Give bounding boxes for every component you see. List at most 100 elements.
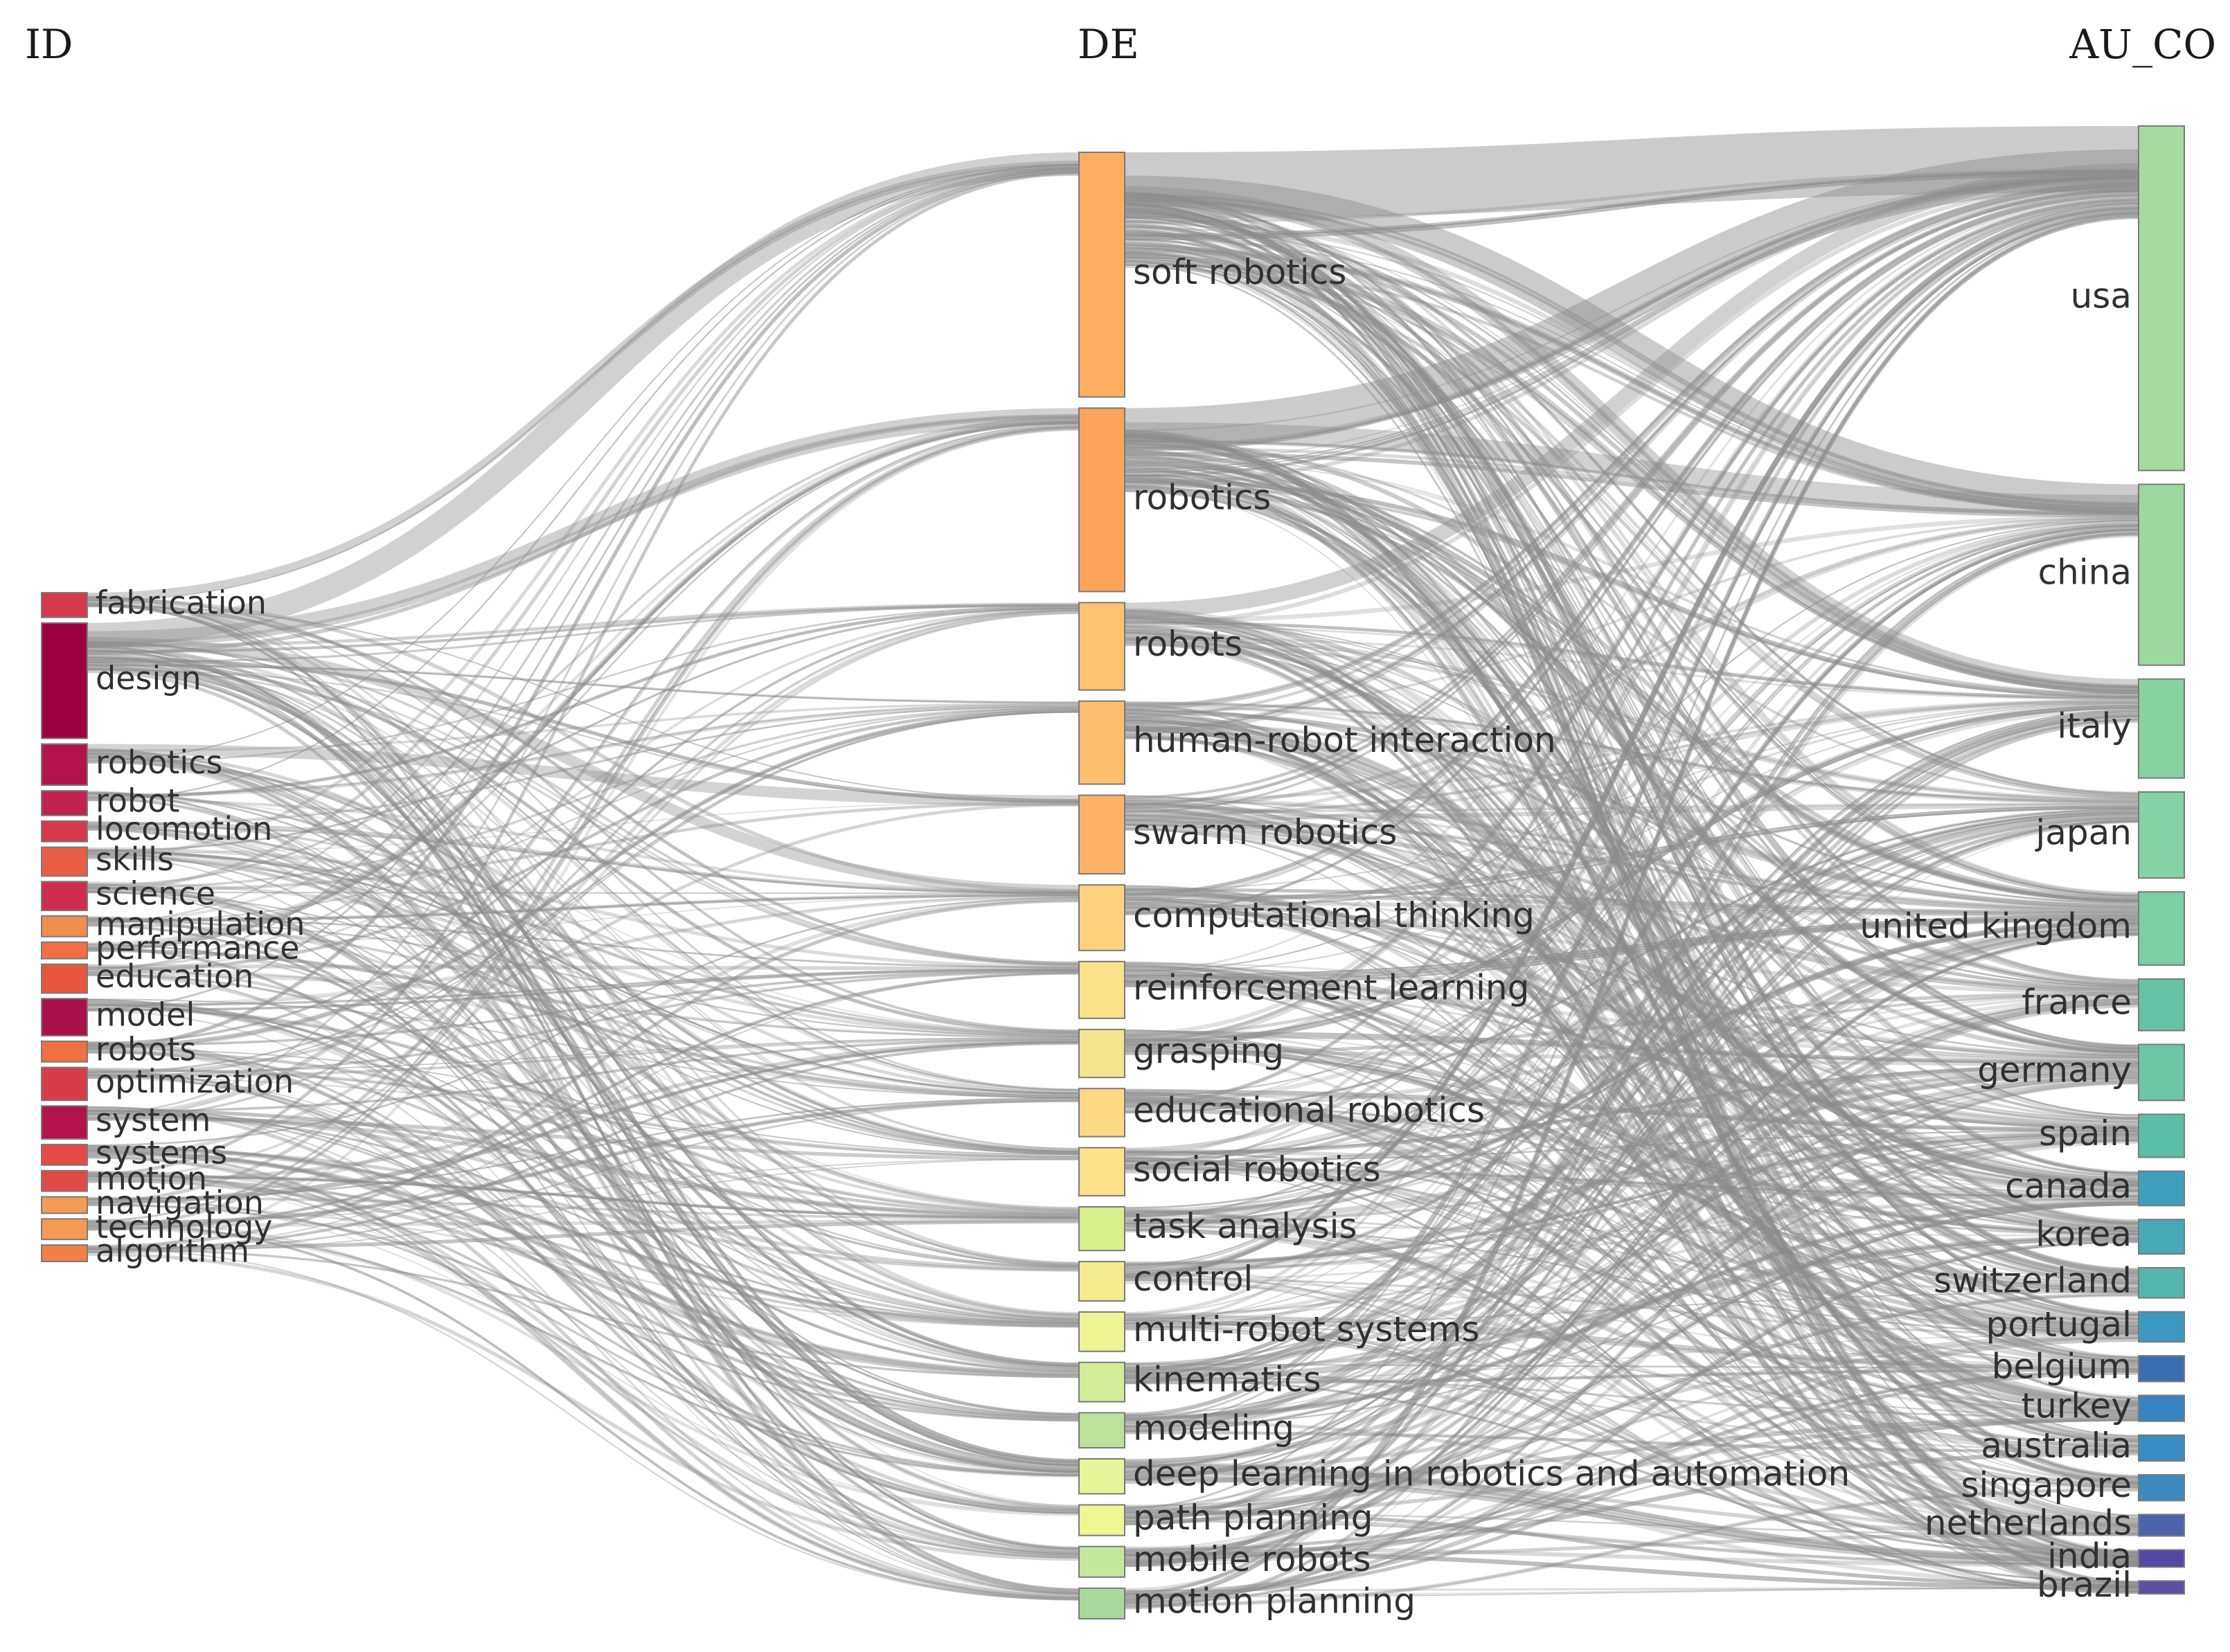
link-robots-to-italy [1124, 625, 2139, 699]
node-au-co-spain[interactable] [2138, 1113, 2185, 1158]
node-au-co-canada[interactable] [2138, 1170, 2185, 1207]
link-robot-to-soft-robotics [87, 164, 1080, 802]
link-system-to-soft-robotics [87, 170, 1080, 1115]
node-de-reinforcement-learning[interactable] [1078, 960, 1125, 1019]
link-soft-robotics-to-japan [1124, 211, 2139, 795]
node-id-navigation[interactable] [41, 1196, 88, 1214]
link-social-robotics-to-canada [1124, 1167, 2139, 1198]
link-multi-robot-systems-to-usa [1124, 208, 2139, 1325]
link-design-to-social-robotics [87, 663, 1080, 1150]
link-path-planning-to-canada [1124, 1201, 2139, 1519]
node-au-co-turkey[interactable] [2138, 1394, 2185, 1422]
link-optimization-to-reinforcement-learning [87, 970, 1080, 1077]
node-de-kinematics[interactable] [1078, 1361, 1125, 1403]
node-au-co-belgium[interactable] [2138, 1355, 2185, 1383]
node-de-control[interactable] [1078, 1261, 1125, 1302]
node-id-manipulation[interactable] [41, 915, 88, 937]
node-au-co-united-kingdom[interactable] [2138, 891, 2185, 966]
link-reinforcement-learning-to-turkey [1124, 985, 2139, 1412]
link-kinematics-to-australia [1124, 1372, 2139, 1451]
node-id-science[interactable] [41, 881, 88, 911]
node-de-robots[interactable] [1078, 602, 1125, 691]
link-motion-planning-to-usa [1124, 215, 2139, 1602]
node-au-co-singapore[interactable] [2138, 1474, 2185, 1502]
link-technology-to-deep-learning-in-robotics-and-automation [87, 1227, 1080, 1478]
node-au-co-australia[interactable] [2138, 1434, 2185, 1462]
node-au-co-italy[interactable] [2138, 678, 2185, 779]
node-id-locomotion[interactable] [41, 820, 88, 843]
link-soft-robotics-to-portugal [1124, 216, 2139, 1315]
link-skills-to-educational-robotics [87, 850, 1080, 1095]
node-de-path-planning[interactable] [1078, 1504, 1125, 1536]
node-de-grasping[interactable] [1078, 1028, 1125, 1079]
node-de-mobile-robots[interactable] [1078, 1545, 1125, 1578]
node-au-co-germany[interactable] [2138, 1043, 2185, 1102]
node-de-human-robot-interaction[interactable] [1078, 700, 1125, 785]
node-label-science: science [96, 875, 215, 913]
node-de-swarm-robotics[interactable] [1078, 794, 1125, 875]
link-optimization-to-modeling [87, 1076, 1080, 1419]
link-reinforcement-learning-to-spain [1124, 985, 2139, 1129]
link-system-to-robotics [87, 423, 1080, 1116]
node-de-deep-learning-in-robotics-and-automation[interactable] [1078, 1458, 1125, 1495]
node-au-co-india[interactable] [2138, 1549, 2185, 1568]
link-mobile-robots-to-brazil [1124, 1550, 2139, 1590]
node-label-france: france [2022, 982, 2132, 1023]
link-deep-learning-in-robotics-and-automation-to-india [1124, 1463, 2139, 1561]
node-id-robotics[interactable] [41, 743, 88, 787]
node-id-robot[interactable] [41, 790, 88, 816]
link-science-to-motion-planning [87, 890, 1080, 1595]
node-id-fabrication[interactable] [41, 592, 88, 618]
node-de-computational-thinking[interactable] [1078, 884, 1125, 951]
link-computational-thinking-to-canada [1124, 892, 2139, 1192]
link-technology-to-deep-learning-in-robotics-and-automation [87, 1225, 1080, 1477]
link-soft-robotics-to-usa [1124, 168, 2139, 224]
link-robots-to-germany [1124, 613, 2139, 1057]
link-design-to-reinforcement-learning [87, 643, 1080, 966]
link-design-to-robotics [87, 413, 1080, 645]
node-id-skills[interactable] [41, 846, 88, 877]
link-motion-planning-to-singapore [1124, 1487, 2139, 1607]
node-de-soft-robotics[interactable] [1078, 152, 1125, 398]
node-id-systems[interactable] [41, 1144, 88, 1166]
node-de-modeling[interactable] [1078, 1412, 1125, 1448]
node-de-educational-robotics[interactable] [1078, 1088, 1125, 1138]
link-robotics-to-italy [1124, 454, 2139, 694]
node-de-robotics[interactable] [1078, 407, 1125, 593]
node-id-optimization[interactable] [41, 1066, 88, 1102]
link-robots-to-human-robot-interaction [87, 708, 1080, 1049]
link-design-to-educational-robotics [87, 647, 1080, 1093]
node-de-task-analysis[interactable] [1078, 1206, 1125, 1252]
node-id-system[interactable] [41, 1105, 88, 1140]
node-au-co-netherlands[interactable] [2138, 1514, 2185, 1537]
node-au-co-switzerland[interactable] [2138, 1267, 2185, 1299]
link-motion-planning-to-brazil [1124, 1586, 2139, 1592]
node-id-algorithm[interactable] [41, 1244, 88, 1263]
node-de-motion-planning[interactable] [1078, 1587, 1125, 1620]
node-label-netherlands: netherlands [1925, 1502, 2132, 1543]
node-de-social-robotics[interactable] [1078, 1147, 1125, 1197]
node-au-co-usa[interactable] [2138, 125, 2185, 472]
link-robots-to-italy [1124, 620, 2139, 700]
node-id-education[interactable] [41, 963, 88, 994]
link-swarm-robotics-to-usa [1124, 188, 2139, 807]
node-id-performance[interactable] [41, 941, 88, 960]
node-au-co-portugal[interactable] [2138, 1311, 2185, 1343]
node-au-co-china[interactable] [2138, 483, 2185, 666]
node-id-robots[interactable] [41, 1040, 88, 1063]
node-au-co-france[interactable] [2138, 978, 2185, 1032]
link-education-to-reinforcement-learning [87, 964, 1080, 971]
node-au-co-japan[interactable] [2138, 791, 2185, 879]
node-de-multi-robot-systems[interactable] [1078, 1311, 1125, 1352]
node-id-technology[interactable] [41, 1218, 88, 1241]
link-motion-planning-to-germany [1124, 1080, 2139, 1604]
link-skills-to-task-analysis [87, 854, 1080, 1212]
node-au-co-korea[interactable] [2138, 1219, 2185, 1255]
link-swarm-robotics-to-spain [1124, 796, 2139, 1120]
node-id-design[interactable] [41, 622, 88, 739]
link-performance-to-multi-robot-systems [87, 943, 1080, 1321]
link-educational-robotics-to-belgium [1124, 1102, 2139, 1365]
node-id-motion[interactable] [41, 1169, 88, 1192]
node-au-co-brazil[interactable] [2138, 1580, 2185, 1595]
node-id-model[interactable] [41, 998, 88, 1036]
